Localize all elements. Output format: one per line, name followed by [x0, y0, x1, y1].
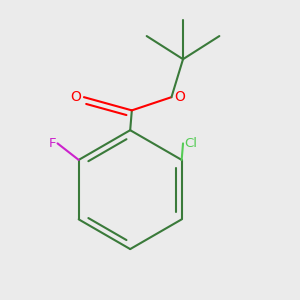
- Text: O: O: [174, 90, 185, 104]
- Text: F: F: [48, 137, 56, 150]
- Text: Cl: Cl: [185, 137, 198, 150]
- Text: O: O: [70, 90, 81, 104]
